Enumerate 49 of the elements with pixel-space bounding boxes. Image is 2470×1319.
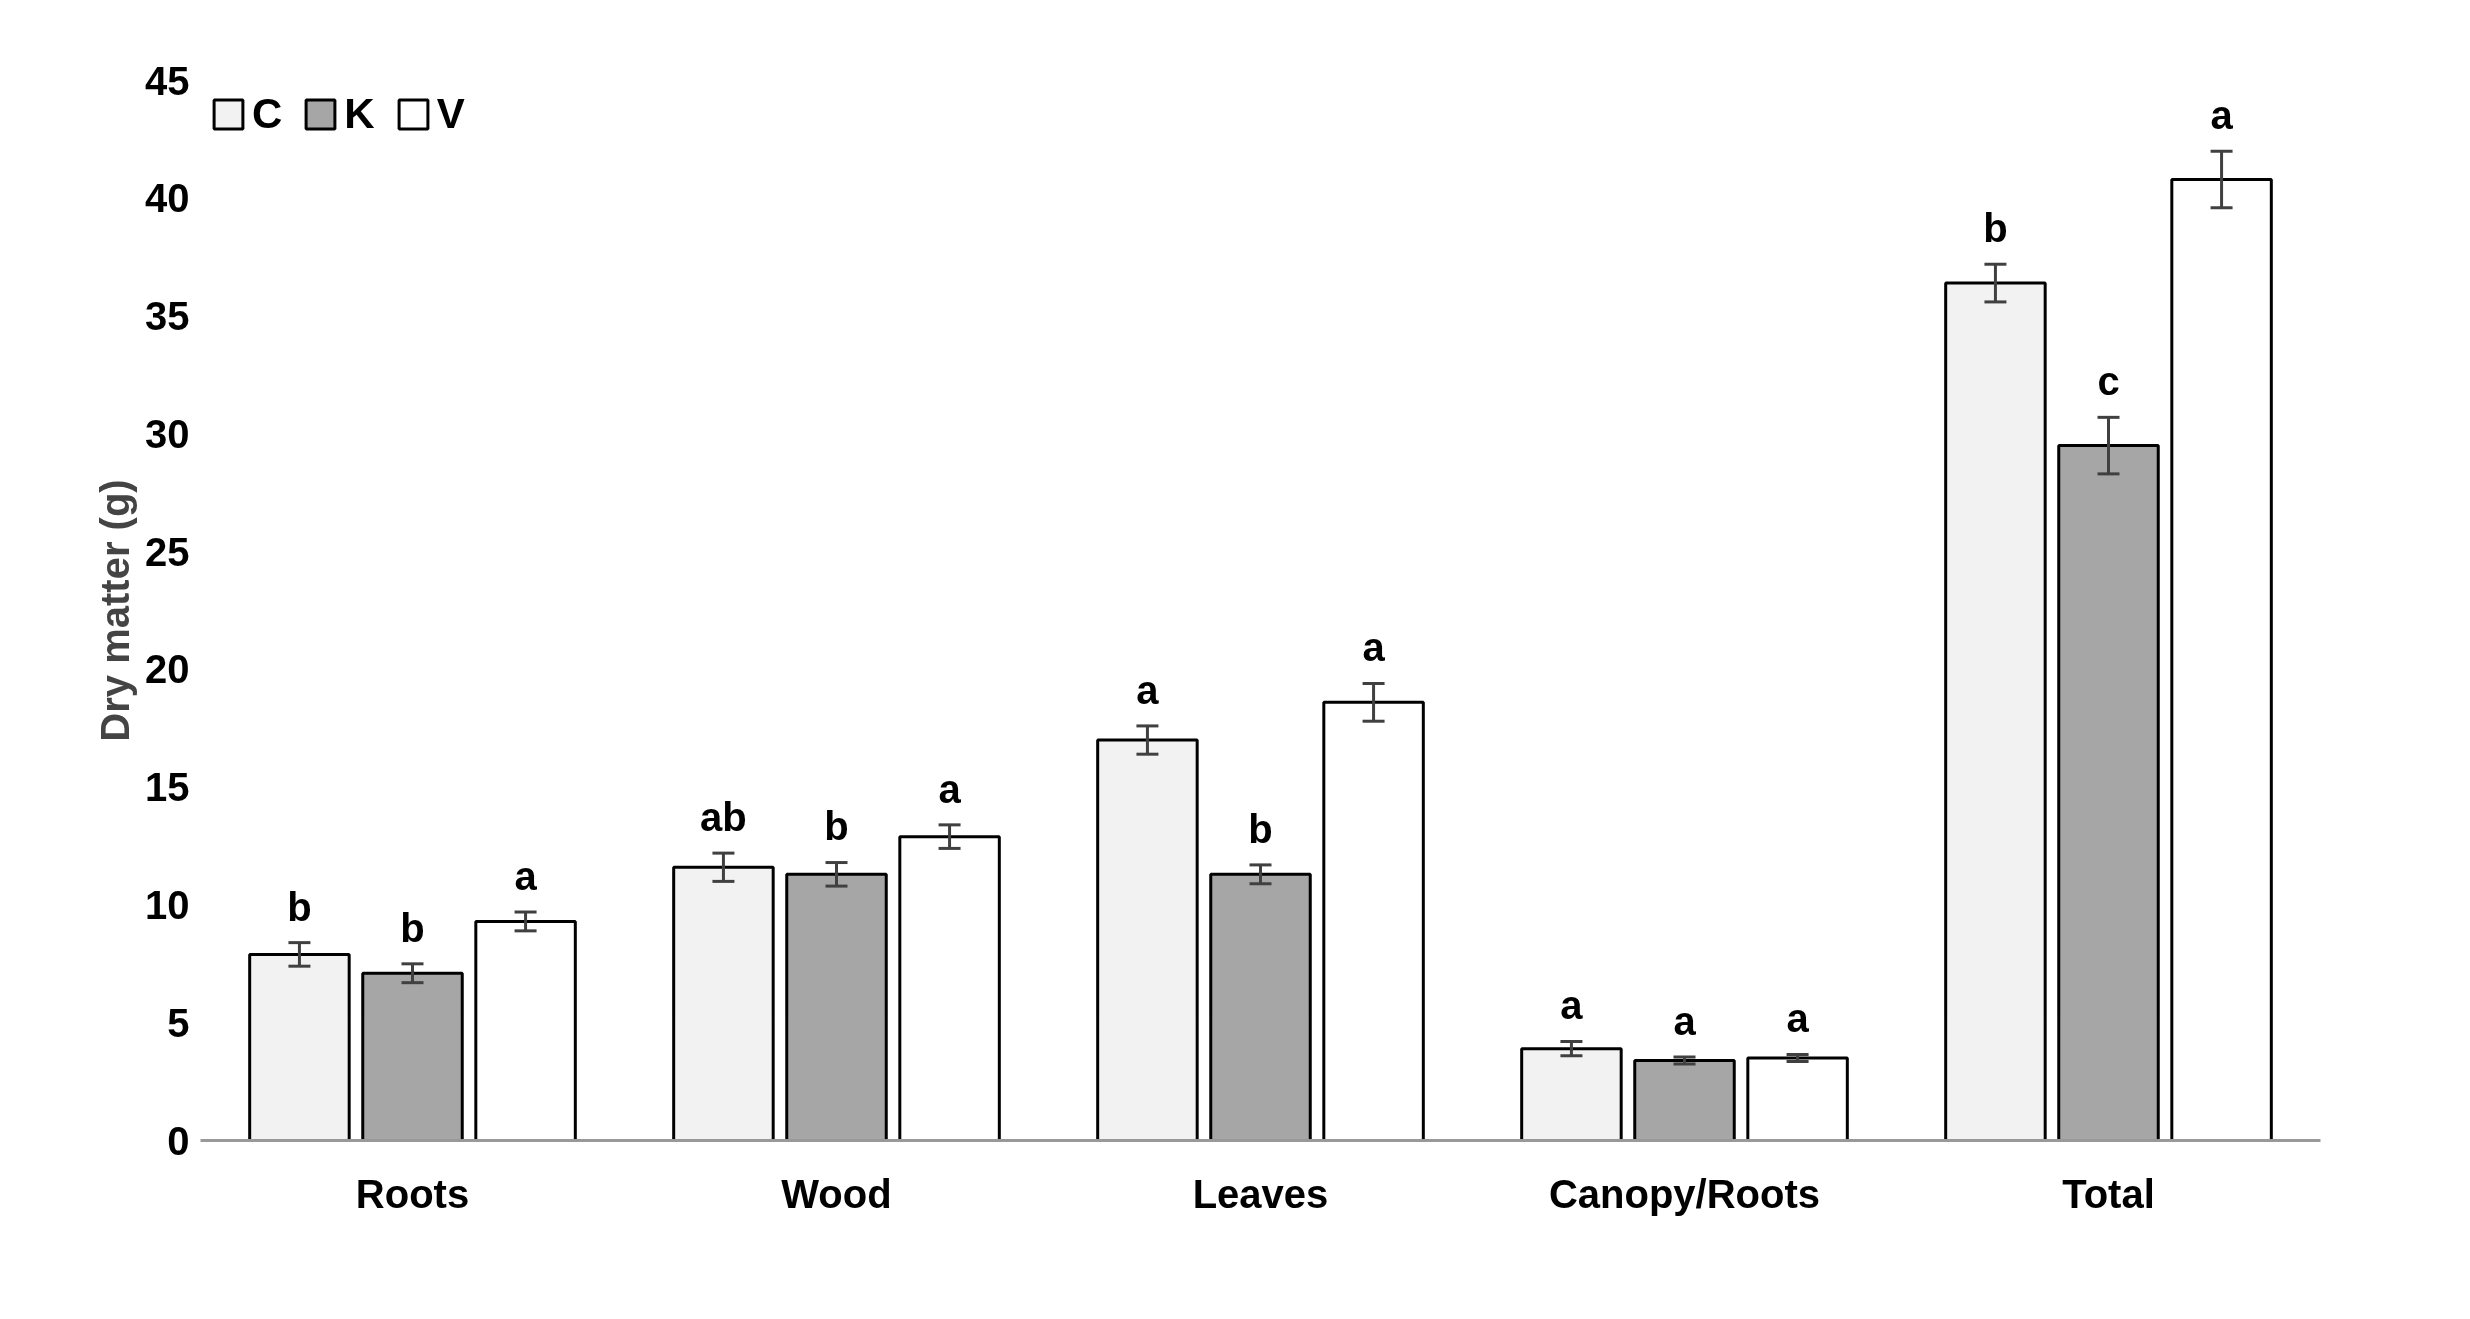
- data-label: b: [287, 884, 312, 929]
- data-label: b: [400, 905, 425, 950]
- data-label: a: [514, 853, 538, 898]
- bar: [1322, 700, 1425, 1141]
- bar: [785, 872, 888, 1141]
- bar: [2057, 444, 2160, 1141]
- data-label: a: [938, 766, 962, 811]
- data-label: a: [1786, 996, 1810, 1041]
- bar: [474, 919, 577, 1141]
- y-tick-label: 45: [145, 58, 190, 103]
- data-label: b: [824, 804, 849, 849]
- bar: [1520, 1047, 1623, 1141]
- data-label: a: [1362, 625, 1386, 670]
- legend-label: V: [436, 90, 465, 138]
- bar: [2170, 177, 2273, 1141]
- x-tick-label: Roots: [355, 1171, 470, 1216]
- y-tick-label: 30: [145, 411, 190, 456]
- y-axis-title: Dry matter (g): [93, 479, 138, 742]
- bar: [1209, 872, 1312, 1141]
- y-tick-label: 25: [145, 529, 190, 574]
- data-label: a: [1136, 667, 1160, 712]
- y-tick-label: 20: [145, 647, 190, 692]
- y-tick-label: 10: [145, 882, 190, 927]
- bar: [1944, 281, 2047, 1141]
- data-label: a: [1673, 998, 1697, 1043]
- y-tick-label: 35: [145, 294, 190, 339]
- data-label: a: [1560, 983, 1584, 1028]
- x-tick-label: Wood: [781, 1171, 892, 1216]
- x-tick-label: Total: [2062, 1171, 2155, 1216]
- data-label: b: [1983, 206, 2008, 251]
- legend-label: C: [252, 90, 283, 138]
- bar: [672, 865, 775, 1141]
- y-tick-label: 0: [167, 1118, 190, 1163]
- bar: [248, 952, 351, 1141]
- data-label: c: [2097, 359, 2120, 404]
- y-tick-label: 15: [145, 765, 190, 810]
- legend-label: K: [344, 90, 375, 138]
- y-tick-label: 5: [167, 1000, 190, 1045]
- bar: [1633, 1058, 1736, 1141]
- x-tick-label: Canopy/Roots: [1548, 1171, 1821, 1216]
- x-tick-label: Leaves: [1192, 1171, 1329, 1216]
- data-label: a: [2210, 93, 2234, 138]
- bar: [1096, 738, 1199, 1141]
- bar: [361, 971, 464, 1141]
- data-label: ab: [700, 794, 747, 839]
- y-tick-label: 40: [145, 176, 190, 221]
- bar: [1746, 1056, 1849, 1141]
- data-label: b: [1248, 806, 1273, 851]
- bar: [898, 835, 1001, 1141]
